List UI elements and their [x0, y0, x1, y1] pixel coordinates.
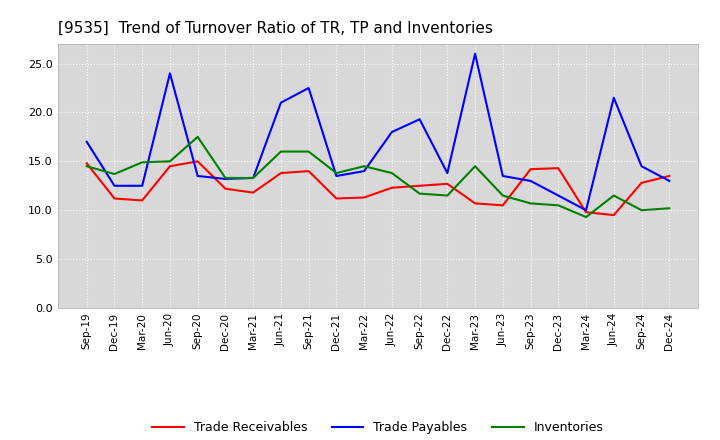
- Trade Payables: [360, 169, 369, 174]
- Inventories: [498, 193, 507, 198]
- Trade Receivables: [332, 196, 341, 201]
- Trade Payables: [387, 129, 396, 135]
- Trade Receivables: [526, 166, 535, 172]
- Trade Payables: [415, 117, 424, 122]
- Trade Receivables: [387, 185, 396, 191]
- Inventories: [360, 164, 369, 169]
- Trade Payables: [276, 100, 285, 105]
- Trade Payables: [332, 173, 341, 179]
- Inventories: [443, 193, 451, 198]
- Trade Payables: [110, 183, 119, 188]
- Trade Receivables: [194, 159, 202, 164]
- Trade Payables: [498, 173, 507, 179]
- Inventories: [221, 175, 230, 180]
- Trade Receivables: [305, 169, 313, 174]
- Trade Payables: [665, 178, 674, 183]
- Trade Receivables: [415, 183, 424, 188]
- Inventories: [526, 201, 535, 206]
- Inventories: [637, 208, 646, 213]
- Inventories: [415, 191, 424, 196]
- Trade Receivables: [276, 170, 285, 176]
- Trade Receivables: [249, 190, 258, 195]
- Trade Payables: [609, 95, 618, 100]
- Inventories: [138, 160, 147, 165]
- Trade Receivables: [637, 180, 646, 186]
- Trade Receivables: [221, 186, 230, 191]
- Trade Receivables: [110, 196, 119, 201]
- Trade Payables: [582, 208, 590, 213]
- Inventories: [249, 175, 258, 180]
- Trade Payables: [554, 193, 562, 198]
- Inventories: [194, 134, 202, 139]
- Inventories: [110, 172, 119, 177]
- Inventories: [471, 164, 480, 169]
- Trade Payables: [249, 175, 258, 180]
- Legend: Trade Receivables, Trade Payables, Inventories: Trade Receivables, Trade Payables, Inven…: [148, 416, 608, 439]
- Text: [9535]  Trend of Turnover Ratio of TR, TP and Inventories: [9535] Trend of Turnover Ratio of TR, TP…: [58, 21, 492, 36]
- Inventories: [609, 193, 618, 198]
- Trade Payables: [305, 85, 313, 91]
- Trade Receivables: [443, 181, 451, 187]
- Line: Trade Receivables: Trade Receivables: [86, 161, 670, 215]
- Inventories: [554, 203, 562, 208]
- Trade Receivables: [498, 203, 507, 208]
- Trade Receivables: [471, 201, 480, 206]
- Trade Receivables: [554, 165, 562, 171]
- Trade Payables: [443, 170, 451, 176]
- Inventories: [665, 205, 674, 211]
- Trade Receivables: [609, 213, 618, 218]
- Trade Payables: [138, 183, 147, 188]
- Inventories: [82, 164, 91, 169]
- Trade Receivables: [360, 195, 369, 200]
- Inventories: [276, 149, 285, 154]
- Trade Payables: [194, 173, 202, 179]
- Inventories: [582, 214, 590, 220]
- Inventories: [166, 159, 174, 164]
- Inventories: [332, 170, 341, 176]
- Trade Payables: [637, 164, 646, 169]
- Trade Receivables: [582, 209, 590, 215]
- Trade Receivables: [82, 161, 91, 166]
- Trade Receivables: [166, 164, 174, 169]
- Inventories: [305, 149, 313, 154]
- Trade Payables: [526, 178, 535, 183]
- Trade Payables: [166, 71, 174, 76]
- Line: Trade Payables: Trade Payables: [86, 54, 670, 210]
- Trade Payables: [471, 51, 480, 56]
- Trade Receivables: [665, 173, 674, 179]
- Inventories: [387, 170, 396, 176]
- Line: Inventories: Inventories: [86, 137, 670, 217]
- Trade Payables: [82, 139, 91, 144]
- Trade Receivables: [138, 198, 147, 203]
- Trade Payables: [221, 176, 230, 182]
